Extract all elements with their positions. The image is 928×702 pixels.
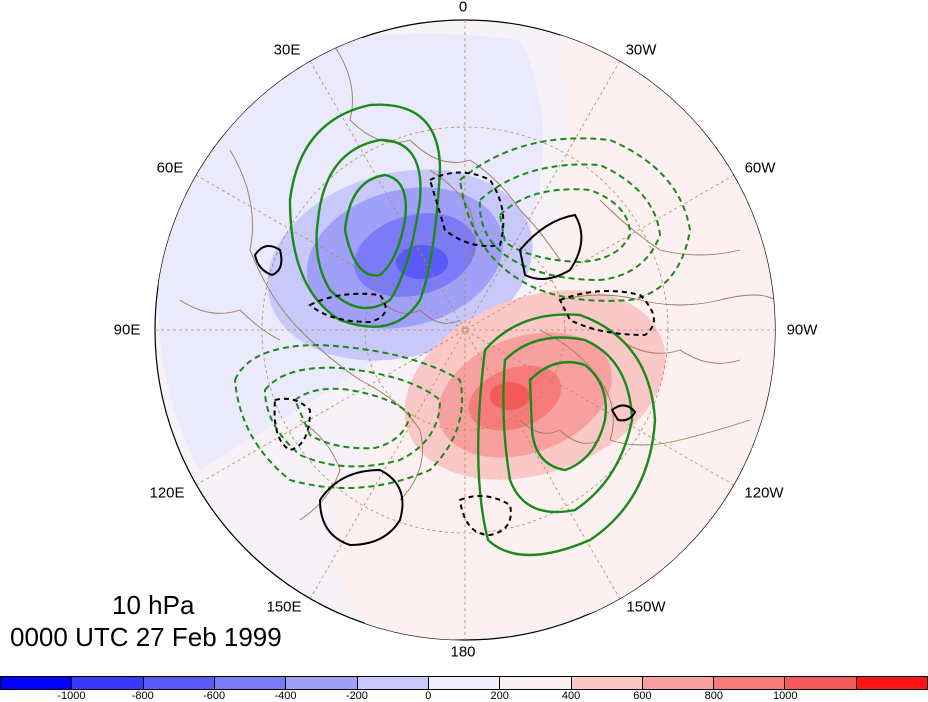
pressure-level-title: 10 hPa [112, 590, 195, 620]
lon-label-180: 180 [450, 643, 476, 661]
colorbar-segment [72, 677, 144, 689]
colorbar-segment [428, 677, 501, 689]
valid-time-title: 0000 UTC 27 Feb 1999 [10, 622, 282, 652]
colorbar-tick-label: -200 [345, 690, 368, 702]
lon-label-150e: 150E [266, 598, 302, 616]
colorbar-segment [714, 677, 786, 689]
colorbar-segment [286, 677, 358, 689]
graticule [155, 20, 775, 640]
colorbar-segment [571, 677, 643, 689]
colorbar-segment [357, 677, 429, 689]
colorbar-segment [500, 677, 572, 689]
colorbar-segment [143, 677, 215, 689]
colorbar-tick-label: 400 [561, 690, 581, 702]
lon-label-30e: 30E [273, 41, 301, 59]
colorbar-segment [785, 677, 857, 689]
colorbar-tick-label: -800 [131, 690, 154, 702]
colorbar-tick-label: -600 [203, 690, 226, 702]
coastlines [179, 39, 775, 521]
colorbar-tick-label: 800 [704, 690, 724, 702]
negative-contours [233, 137, 692, 489]
colorbar-segment [214, 677, 287, 689]
lon-label-60e: 60E [156, 159, 184, 177]
colorbar-tick-label: 1000 [772, 690, 798, 702]
black-contours [253, 213, 637, 547]
lon-label-30w: 30W [625, 41, 657, 59]
lon-label-90e: 90E [113, 321, 141, 339]
colorbar-segment [642, 677, 715, 689]
black-dashed-contours [273, 171, 655, 537]
colorbar [0, 676, 928, 690]
colorbar-segment [1, 677, 73, 689]
colorbar-tick-label: 0 [425, 690, 432, 702]
lon-label-0: 0 [458, 0, 468, 16]
lon-label-120w: 120W [744, 484, 784, 502]
colorbar-tick-label: -1000 [57, 690, 86, 702]
colorbar-tick-label: 600 [633, 690, 652, 702]
colorbar-tick-label: 200 [490, 690, 509, 702]
colorbar-segment [856, 677, 928, 689]
lon-label-60w: 60W [744, 159, 776, 177]
lon-label-90w: 90W [786, 321, 818, 339]
lon-label-120e: 120E [149, 484, 185, 502]
lon-label-150w: 150W [626, 598, 666, 616]
positive-anomaly-800 [490, 382, 530, 410]
positive-contours [288, 103, 657, 557]
colorbar-tick-label: -400 [274, 690, 297, 702]
